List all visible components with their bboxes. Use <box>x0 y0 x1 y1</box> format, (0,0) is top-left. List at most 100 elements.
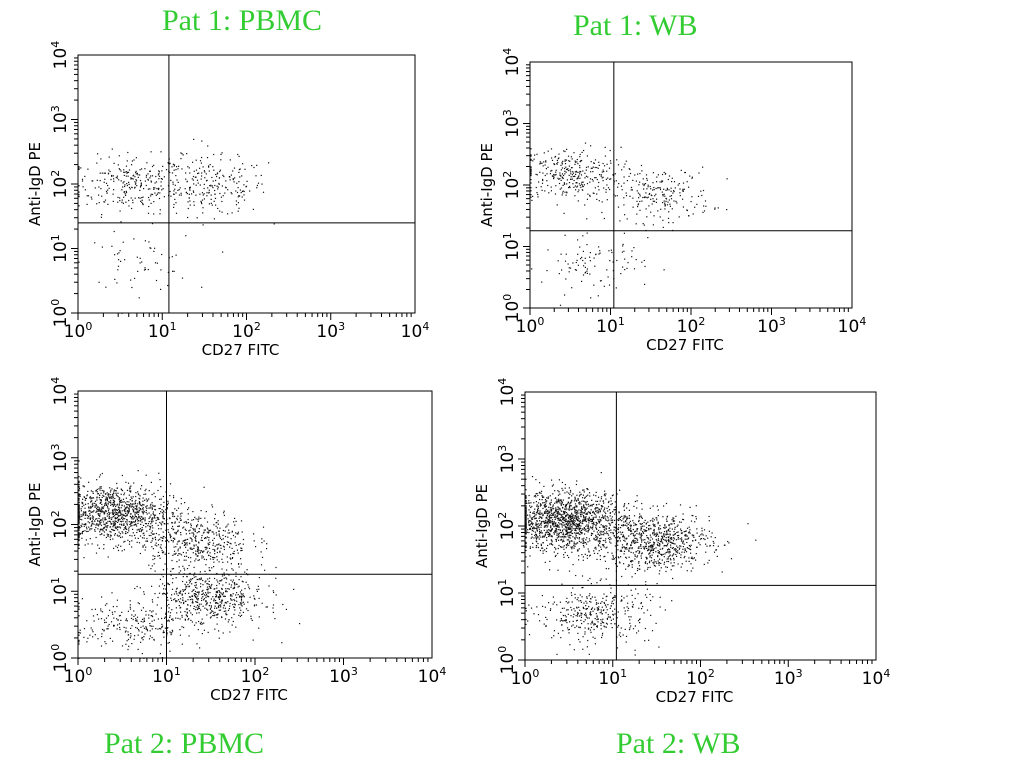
event-point <box>191 583 193 585</box>
event-point <box>643 188 645 190</box>
event-point <box>159 627 161 630</box>
event-point <box>186 614 188 617</box>
event-point <box>90 517 92 519</box>
event-point <box>190 526 192 528</box>
event-point <box>268 162 270 164</box>
event-point <box>111 592 113 594</box>
event-point <box>538 492 540 494</box>
event-point <box>205 593 208 595</box>
event-point <box>200 525 202 527</box>
event-point <box>682 182 685 184</box>
event-point <box>542 179 544 182</box>
event-point <box>668 199 670 201</box>
event-point <box>222 251 224 253</box>
event-point <box>547 184 549 187</box>
event-point <box>196 612 198 614</box>
event-point <box>175 600 177 602</box>
event-point <box>99 486 101 488</box>
event-point <box>161 509 163 511</box>
event-point <box>180 503 182 505</box>
event-point <box>82 511 85 513</box>
event-point <box>105 529 107 531</box>
event-point <box>118 506 120 508</box>
event-point <box>181 593 183 595</box>
event-point <box>90 505 92 508</box>
event-point <box>237 202 239 204</box>
event-point <box>246 569 248 571</box>
event-point <box>576 186 578 188</box>
event-point <box>135 182 137 184</box>
event-point <box>573 544 575 547</box>
event-point <box>100 618 103 620</box>
event-point <box>110 504 112 506</box>
event-point <box>576 524 578 527</box>
event-point <box>565 507 567 509</box>
event-point <box>612 511 614 513</box>
event-point <box>230 579 232 581</box>
event-point <box>170 539 172 541</box>
event-point <box>102 517 104 519</box>
event-point <box>536 525 538 528</box>
event-point <box>108 495 110 497</box>
event-point <box>189 189 191 191</box>
event-point <box>207 187 209 189</box>
event-point <box>525 536 527 538</box>
event-point <box>120 501 122 503</box>
event-point <box>141 197 143 199</box>
event-point <box>232 593 234 595</box>
event-point <box>223 548 225 551</box>
event-point <box>103 527 105 529</box>
event-point <box>213 169 215 171</box>
event-point <box>598 516 601 518</box>
event-point <box>235 204 238 206</box>
event-point <box>78 516 80 518</box>
event-point <box>216 579 218 581</box>
event-point <box>150 193 152 195</box>
event-point <box>192 528 194 530</box>
event-point <box>202 596 204 598</box>
event-point <box>174 598 176 600</box>
event-point <box>118 623 121 625</box>
event-point <box>537 509 539 511</box>
event-point <box>561 481 563 484</box>
event-point <box>128 508 130 510</box>
event-point <box>221 599 224 601</box>
event-point <box>202 605 204 607</box>
event-point <box>152 601 154 603</box>
event-point <box>668 189 670 191</box>
event-point <box>285 608 287 610</box>
event-point <box>530 502 532 504</box>
event-point <box>529 511 531 513</box>
event-point <box>589 252 591 254</box>
event-point <box>600 280 602 282</box>
event-point <box>172 529 174 531</box>
event-point <box>642 183 644 185</box>
event-point <box>574 163 576 165</box>
event-point <box>611 251 613 254</box>
event-point <box>566 544 568 546</box>
event-point <box>664 202 666 204</box>
y-axis-label: Anti-IgD PE <box>478 143 496 227</box>
event-point <box>158 472 160 474</box>
event-point <box>103 544 105 546</box>
event-point <box>192 601 194 603</box>
event-point <box>584 516 586 518</box>
event-point <box>187 166 189 168</box>
event-point <box>261 183 263 185</box>
event-point <box>542 552 544 554</box>
event-point <box>600 524 602 526</box>
event-point <box>560 516 562 519</box>
event-point <box>90 498 92 500</box>
event-point <box>150 541 152 543</box>
event-point <box>128 504 130 506</box>
event-point <box>562 524 564 526</box>
event-point <box>559 513 561 515</box>
event-point <box>256 588 258 591</box>
event-point <box>112 529 114 531</box>
event-point <box>140 488 142 490</box>
event-point <box>139 520 141 522</box>
event-point <box>112 520 114 522</box>
event-point <box>101 172 103 174</box>
event-point <box>551 175 553 177</box>
